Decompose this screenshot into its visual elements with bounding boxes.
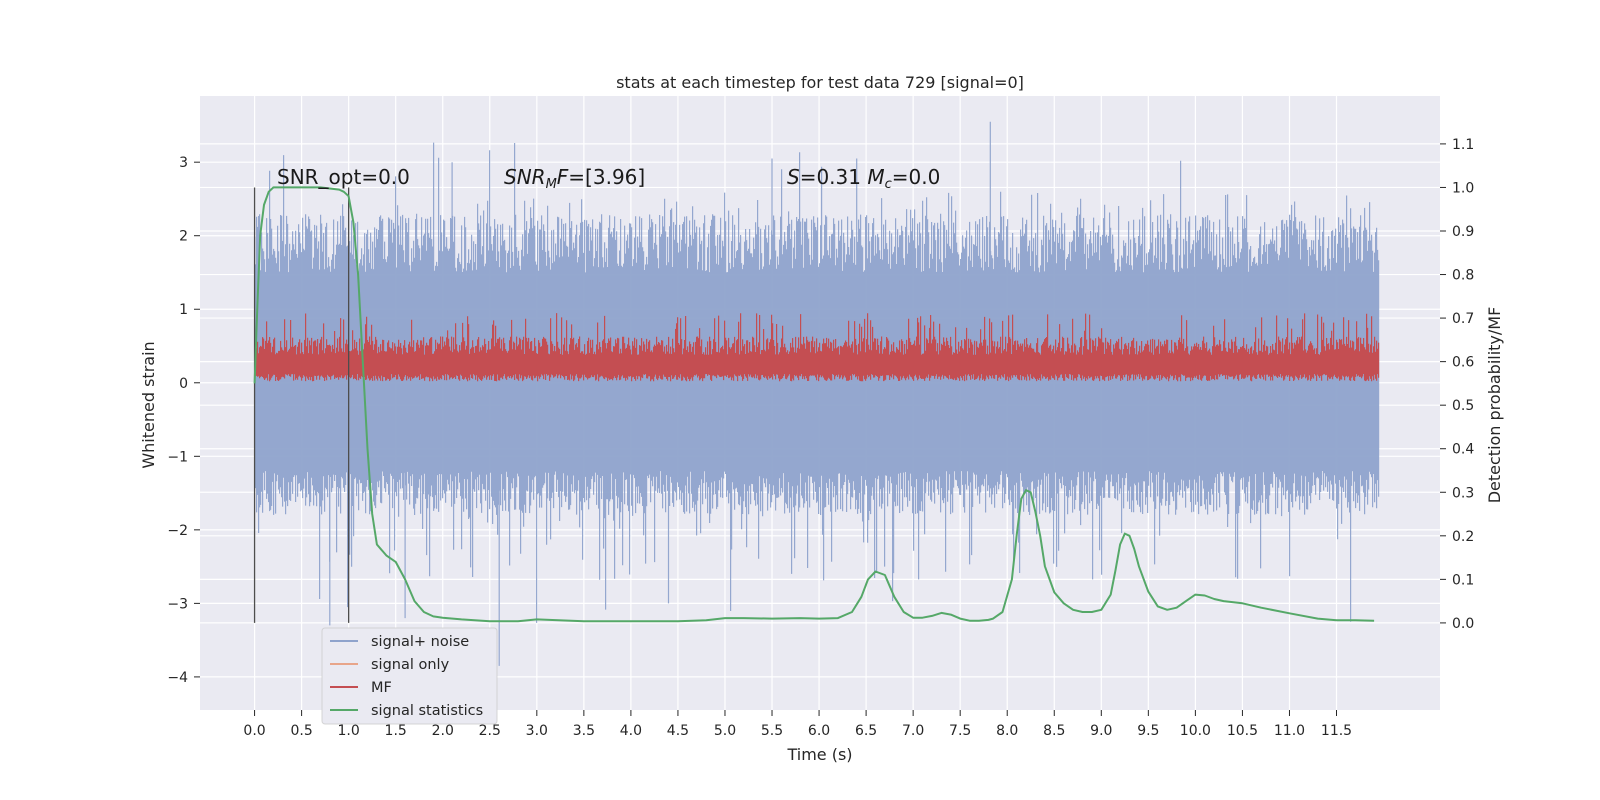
- annotation-snr-opt: SNR_opt=0.0: [277, 165, 410, 189]
- y-right-tick-label: 0.7: [1452, 311, 1474, 327]
- signal-statistics-series: [253, 186, 1375, 623]
- x-axis-ticks: 0.0 0.5 1.0 1.5 2.0 2.5 3.0 3.5 4.0 4.5 5.0 5.5 6.0 6…: [243, 710, 1352, 739]
- x-tick-label: 1.0: [338, 723, 360, 739]
- x-axis-label: Time (s): [786, 745, 852, 764]
- y-left-axis-label: Whitened strain: [139, 341, 158, 468]
- y-left-tick-label: 2: [179, 229, 188, 245]
- y-right-tick-label: 0.1: [1452, 572, 1474, 588]
- y-right-tick-label: 0.6: [1452, 355, 1474, 371]
- y-right-tick-label: 0.9: [1452, 224, 1474, 240]
- y-left-axis-ticks: 3 2 1 0 −1 −2 −3 −4: [167, 155, 200, 686]
- legend-label-signal-statistics: signal statistics: [371, 703, 483, 719]
- x-tick-label: 8.5: [1043, 723, 1065, 739]
- x-tick-label: 11.5: [1321, 723, 1352, 739]
- y-right-tick-label: 1.0: [1452, 180, 1474, 196]
- y-right-axis-ticks: 1.1 1.0 0.9 0.8 0.7 0.6 0.5 0.4 0.3 0.2 0.1 0.0: [1440, 137, 1474, 632]
- x-tick-label: 4.5: [667, 723, 689, 739]
- x-tick-label: 7.0: [902, 723, 924, 739]
- x-tick-label: 3.5: [573, 723, 595, 739]
- x-tick-label: 2.5: [479, 723, 501, 739]
- x-tick-label: 1.5: [385, 723, 407, 739]
- signal-statistics-line: [253, 186, 1375, 623]
- legend: signal+ noise signal only MF signal stat…: [321, 627, 498, 725]
- x-tick-label: 4.0: [620, 723, 642, 739]
- annotation-s-mc: S=0.31 Mc=0.0: [787, 165, 940, 192]
- legend-label-signal-only: signal only: [371, 657, 450, 673]
- y-right-tick-label: 0.4: [1452, 442, 1474, 458]
- y-right-tick-label: 0.3: [1452, 485, 1474, 501]
- annotation-snr-mf: SNRMF=[3.96]: [504, 165, 645, 192]
- legend-label-mf: MF: [371, 680, 392, 696]
- x-tick-label: 3.0: [526, 723, 548, 739]
- x-tick-label: 10.0: [1180, 723, 1211, 739]
- chart-title: stats at each timestep for test data 729…: [616, 73, 1024, 92]
- x-tick-label: 7.5: [949, 723, 971, 739]
- vertical-markers: [253, 187, 350, 623]
- y-right-tick-label: 0.0: [1452, 616, 1474, 632]
- y-left-tick-label: 3: [179, 155, 188, 171]
- x-tick-label: 0.0: [243, 723, 265, 739]
- x-tick-label: 8.0: [996, 723, 1018, 739]
- legend-box: [321, 627, 498, 725]
- y-right-axis-label: Detection probability/MF: [1485, 307, 1504, 504]
- x-tick-label: 9.0: [1090, 723, 1112, 739]
- x-tick-label: 0.5: [290, 723, 312, 739]
- x-tick-label: 9.5: [1137, 723, 1159, 739]
- x-tick-label: 5.0: [714, 723, 736, 739]
- y-left-tick-label: −4: [167, 670, 188, 686]
- y-left-tick-label: −3: [167, 596, 188, 612]
- x-tick-label: 6.0: [808, 723, 830, 739]
- y-left-tick-label: 1: [179, 302, 188, 318]
- x-tick-label: 5.5: [761, 723, 783, 739]
- y-right-tick-label: 0.5: [1452, 398, 1474, 414]
- y-left-tick-label: 0: [179, 376, 188, 392]
- y-right-tick-label: 0.2: [1452, 529, 1474, 545]
- x-tick-label: 10.5: [1227, 723, 1258, 739]
- legend-label-signal-plus-noise: signal+ noise: [371, 634, 469, 650]
- y-right-tick-label: 0.8: [1452, 268, 1474, 284]
- x-tick-label: 11.0: [1274, 723, 1305, 739]
- x-tick-label: 6.5: [855, 723, 877, 739]
- y-right-tick-label: 1.1: [1452, 137, 1474, 153]
- y-left-tick-label: −1: [167, 449, 188, 465]
- y-left-tick-label: −2: [167, 523, 188, 539]
- x-tick-label: 2.0: [432, 723, 454, 739]
